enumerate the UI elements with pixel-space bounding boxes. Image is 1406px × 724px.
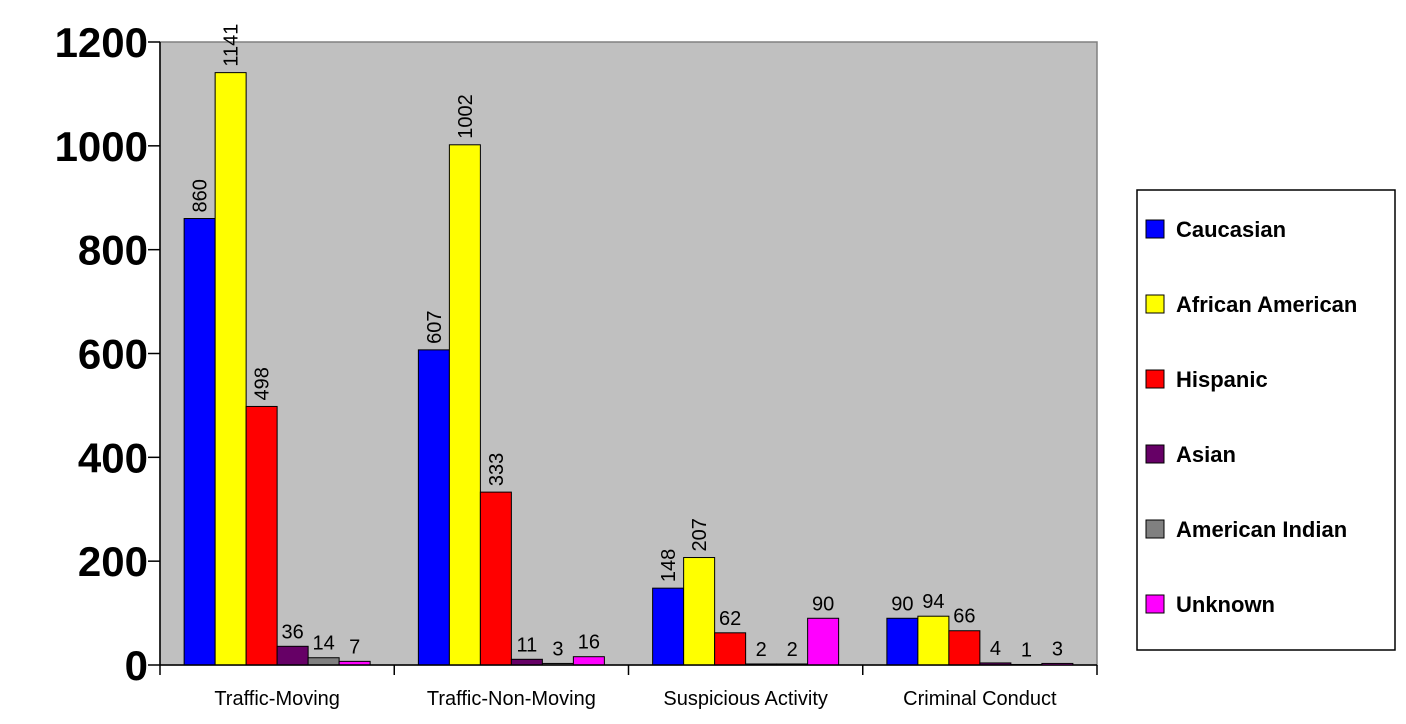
legend-swatch-hispanic xyxy=(1145,369,1165,389)
legend-box xyxy=(1136,189,1396,651)
bar-suspicious-activity-unknown xyxy=(807,617,840,666)
bar-traffic-non-moving-african-american xyxy=(448,144,481,666)
bar-criminal-conduct-caucasian xyxy=(886,617,919,666)
data-label-suspicious-activity-african-american: 207 xyxy=(689,518,711,551)
data-label-suspicious-activity-hispanic: 62 xyxy=(719,608,741,630)
data-label-criminal-conduct-hispanic: 66 xyxy=(953,606,975,628)
bar-suspicious-activity-caucasian xyxy=(652,587,685,666)
data-label-criminal-conduct-asian: 4 xyxy=(990,638,1001,660)
legend-label-african-american: African American xyxy=(1176,292,1357,317)
y-tick-label-1200: 1200 xyxy=(55,19,148,66)
bars-layer xyxy=(183,72,1074,666)
bar-traffic-non-moving-caucasian xyxy=(417,349,450,666)
bar-suspicious-activity-hispanic xyxy=(714,632,747,666)
legend-swatch-caucasian xyxy=(1145,219,1165,239)
legend-swatch-african-american xyxy=(1145,294,1165,314)
data-label-traffic-non-moving-asian: 11 xyxy=(516,634,537,656)
bar-suspicious-activity-african-american xyxy=(683,557,716,666)
data-label-traffic-non-moving-african-american: 1002 xyxy=(455,94,477,139)
y-tick-label-200: 200 xyxy=(78,538,148,585)
legend: Caucasian African American Hispanic Asian Am… xyxy=(1136,189,1396,651)
y-tick-label-600: 600 xyxy=(78,331,148,378)
x-tick-label-traffic-moving: Traffic-Moving xyxy=(214,688,340,710)
data-label-traffic-non-moving-hispanic: 333 xyxy=(486,453,508,486)
bar-traffic-moving-hispanic xyxy=(245,405,278,666)
plot-area xyxy=(159,41,1098,666)
data-label-traffic-moving-african-american: 1141 xyxy=(221,24,243,67)
data-label-traffic-moving-caucasian: 860 xyxy=(190,179,212,212)
bar-criminal-conduct-hispanic xyxy=(948,630,981,666)
data-label-suspicious-activity-unknown: 90 xyxy=(812,593,834,615)
legend-label-asian: Asian xyxy=(1176,442,1236,467)
data-label-traffic-moving-asian: 36 xyxy=(282,621,304,643)
data-label-suspicious-activity-asian: 2 xyxy=(756,639,767,661)
data-label-suspicious-activity-caucasian: 148 xyxy=(658,549,680,582)
legend-label-hispanic: Hispanic xyxy=(1176,367,1268,392)
data-label-traffic-moving-american-indian: 14 xyxy=(313,633,335,655)
bar-traffic-moving-african-american xyxy=(214,72,247,666)
bar-traffic-moving-asian xyxy=(276,645,309,666)
data-label-criminal-conduct-unknown: 3 xyxy=(1052,638,1063,660)
data-label-traffic-non-moving-american-indian: 3 xyxy=(552,638,563,660)
legend-swatch-unknown xyxy=(1145,594,1165,614)
bar-traffic-non-moving-unknown xyxy=(572,656,605,666)
legend-label-american-indian: American Indian xyxy=(1176,517,1347,542)
legend-label-unknown: Unknown xyxy=(1176,592,1275,617)
bar-traffic-non-moving-asian xyxy=(510,658,543,666)
data-label-suspicious-activity-american-indian: 2 xyxy=(787,639,798,661)
y-tick-label-800: 800 xyxy=(78,227,148,274)
x-tick-label-suspicious-activity: Suspicious Activity xyxy=(663,688,828,710)
data-label-traffic-moving-hispanic: 498 xyxy=(252,367,274,400)
bar-traffic-moving-caucasian xyxy=(183,218,216,666)
data-label-criminal-conduct-american-indian: 1 xyxy=(1021,639,1032,661)
y-tick-label-1000: 1000 xyxy=(55,123,148,170)
data-label-criminal-conduct-caucasian: 90 xyxy=(891,593,913,615)
bar-traffic-non-moving-hispanic xyxy=(479,491,512,666)
data-label-traffic-non-moving-unknown: 16 xyxy=(578,632,600,654)
legend-swatch-american-indian xyxy=(1145,519,1165,539)
x-tick-label-criminal-conduct: Criminal Conduct xyxy=(903,688,1057,710)
bar-traffic-moving-american-indian xyxy=(307,657,340,666)
legend-label-caucasian: Caucasian xyxy=(1176,217,1286,242)
bar-criminal-conduct-african-american xyxy=(917,615,950,666)
data-label-traffic-non-moving-caucasian: 607 xyxy=(424,310,446,343)
data-label-criminal-conduct-african-american: 94 xyxy=(922,591,944,613)
y-tick-label-400: 400 xyxy=(78,434,148,481)
legend-swatch-asian xyxy=(1145,444,1165,464)
y-tick-label-0: 0 xyxy=(125,642,148,689)
data-label-traffic-moving-unknown: 7 xyxy=(349,636,360,658)
axes-layer: Traffic-Moving Traffic-Non-Moving Suspicio… xyxy=(55,19,1098,710)
data-labels-layer: 860 1141 498 36 14 7 607 1002 333 11 3 16 148 207 62 2 2… xyxy=(190,24,1063,662)
x-tick-label-traffic-non-moving: Traffic-Non-Moving xyxy=(427,688,596,710)
